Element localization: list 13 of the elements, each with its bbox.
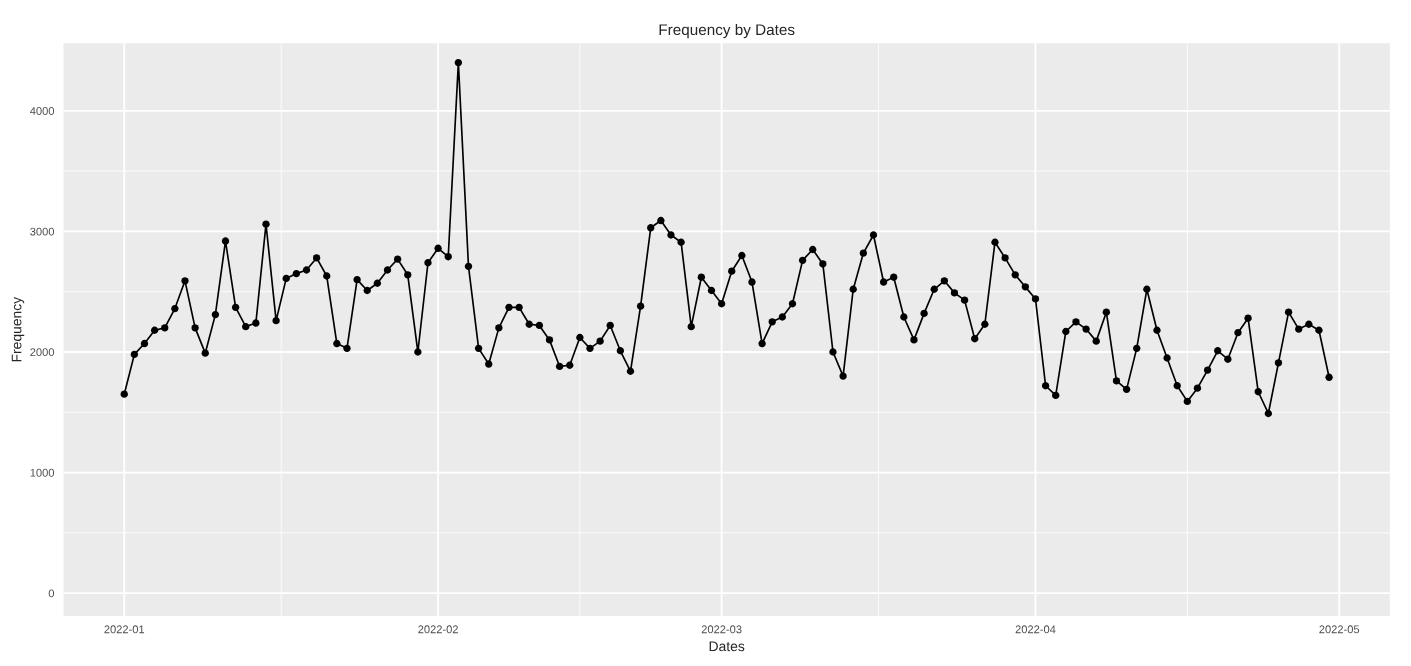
- y-tick-label: 4000: [30, 107, 55, 115]
- x-tick-label: 2022-01: [104, 625, 145, 634]
- x-tick-label: 2022-05: [1319, 625, 1360, 634]
- y-tick-label: 2000: [30, 348, 55, 357]
- x-tick-label: 2022-02: [418, 625, 458, 634]
- x-tick-label: 2022-04: [1015, 625, 1056, 634]
- x-tick-label: 2022-03: [701, 625, 742, 634]
- x-axis-title: Dates: [709, 641, 745, 652]
- y-tick-label: 1000: [30, 468, 55, 477]
- chart-title: Frequency by Dates: [659, 23, 795, 39]
- y-tick-label: 0: [48, 589, 55, 598]
- y-axis-title: Frequency: [11, 296, 25, 362]
- y-tick-label: 3000: [30, 227, 55, 236]
